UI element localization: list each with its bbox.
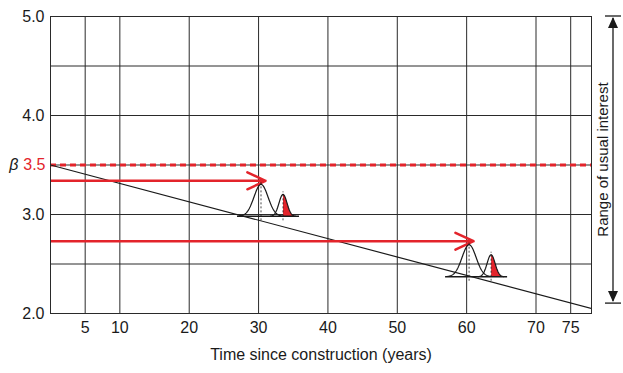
- svg-text:60: 60: [458, 319, 476, 336]
- svg-text:2.0: 2.0: [22, 305, 44, 322]
- svg-text:Time since construction (years: Time since construction (years): [210, 346, 432, 363]
- svg-text:40: 40: [319, 319, 337, 336]
- svg-text:Range of usual interest: Range of usual interest: [594, 82, 611, 237]
- svg-text:4.0: 4.0: [22, 107, 44, 124]
- svg-text:50: 50: [388, 319, 406, 336]
- svg-text:3.0: 3.0: [22, 206, 44, 223]
- svg-text:5: 5: [81, 319, 90, 336]
- svg-text:75: 75: [562, 319, 580, 336]
- svg-text:5.0: 5.0: [22, 8, 44, 25]
- svg-text:10: 10: [111, 319, 129, 336]
- svg-text:3.5: 3.5: [23, 156, 45, 173]
- svg-text:70: 70: [527, 319, 545, 336]
- svg-text:20: 20: [180, 319, 198, 336]
- svg-text:β: β: [8, 156, 18, 173]
- svg-text:30: 30: [250, 319, 268, 336]
